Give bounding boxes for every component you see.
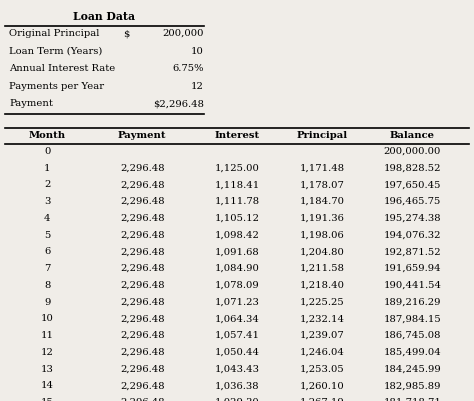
Text: 1,218.40: 1,218.40 [300,280,345,289]
Text: Balance: Balance [390,131,435,140]
Text: 1,064.34: 1,064.34 [215,314,259,322]
Text: 10: 10 [191,47,204,55]
Text: 1: 1 [44,163,51,172]
Text: 1,029.30: 1,029.30 [215,397,259,401]
Text: 1,111.78: 1,111.78 [214,196,260,206]
Text: 1,184.70: 1,184.70 [300,196,345,206]
Text: 1,057.41: 1,057.41 [215,330,259,339]
Text: 190,441.54: 190,441.54 [383,280,441,289]
Text: 2,296.48: 2,296.48 [120,330,164,339]
Text: 2: 2 [44,180,51,189]
Text: Principal: Principal [297,131,348,140]
Text: Interest: Interest [214,131,260,140]
Text: 1,105.12: 1,105.12 [215,213,259,222]
Text: 1,071.23: 1,071.23 [215,297,259,306]
Text: 200,000.00: 200,000.00 [383,146,441,156]
Text: 194,076.32: 194,076.32 [383,230,441,239]
Text: Month: Month [29,131,66,140]
Text: 1,211.58: 1,211.58 [300,263,345,272]
Text: Original Principal: Original Principal [9,29,100,38]
Text: 1,118.41: 1,118.41 [214,180,260,189]
Text: 1,171.48: 1,171.48 [300,163,345,172]
Text: 5: 5 [44,230,51,239]
Text: 1,191.36: 1,191.36 [300,213,345,222]
Text: 2,296.48: 2,296.48 [120,230,164,239]
Text: 2,296.48: 2,296.48 [120,213,164,222]
Text: 2,296.48: 2,296.48 [120,280,164,289]
Text: 2,296.48: 2,296.48 [120,397,164,401]
Text: 196,465.75: 196,465.75 [383,196,441,206]
Text: 1,050.44: 1,050.44 [215,347,259,356]
Text: 9: 9 [44,297,51,306]
Text: 0: 0 [44,146,51,156]
Text: 8: 8 [44,280,51,289]
Text: Annual Interest Rate: Annual Interest Rate [9,64,116,73]
Text: 1,084.90: 1,084.90 [215,263,259,272]
Text: 2,296.48: 2,296.48 [120,364,164,373]
Text: Payments per Year: Payments per Year [9,81,105,90]
Text: 2,296.48: 2,296.48 [120,163,164,172]
Text: 1,225.25: 1,225.25 [300,297,345,306]
Text: 197,650.45: 197,650.45 [383,180,441,189]
Text: 1,267.19: 1,267.19 [300,397,345,401]
Text: 6: 6 [44,247,51,256]
Text: $2,296.48: $2,296.48 [153,99,204,108]
Text: 1,260.10: 1,260.10 [300,381,345,389]
Text: 192,871.52: 192,871.52 [383,247,441,256]
Text: 10: 10 [41,314,54,322]
Text: 184,245.99: 184,245.99 [383,364,441,373]
Text: 1,178.07: 1,178.07 [300,180,345,189]
Text: 1,098.42: 1,098.42 [215,230,259,239]
Text: 1,078.09: 1,078.09 [215,280,259,289]
Text: 4: 4 [44,213,51,222]
Text: 1,043.43: 1,043.43 [215,364,259,373]
Text: 2,296.48: 2,296.48 [120,196,164,206]
Text: 191,659.94: 191,659.94 [383,263,441,272]
Text: 186,745.08: 186,745.08 [383,330,441,339]
Text: 2,296.48: 2,296.48 [120,263,164,272]
Text: 2,296.48: 2,296.48 [120,297,164,306]
Text: 182,985.89: 182,985.89 [383,381,441,389]
Text: 1,091.68: 1,091.68 [215,247,259,256]
Text: 12: 12 [41,347,54,356]
Text: 1,125.00: 1,125.00 [215,163,259,172]
Text: 1,198.06: 1,198.06 [300,230,345,239]
Text: 198,828.52: 198,828.52 [383,163,441,172]
Text: 13: 13 [41,364,54,373]
Text: 6.75%: 6.75% [173,64,204,73]
Text: 2,296.48: 2,296.48 [120,247,164,256]
Text: 14: 14 [41,381,54,389]
Text: 200,000: 200,000 [162,29,204,38]
Text: Loan Term (Years): Loan Term (Years) [9,47,103,55]
Text: 1,239.07: 1,239.07 [300,330,345,339]
Text: 1,204.80: 1,204.80 [300,247,345,256]
Text: Payment: Payment [118,131,166,140]
Text: 195,274.38: 195,274.38 [383,213,441,222]
Text: 3: 3 [44,196,51,206]
Text: 187,984.15: 187,984.15 [383,314,441,322]
Text: 2,296.48: 2,296.48 [120,314,164,322]
Text: 1,253.05: 1,253.05 [300,364,345,373]
Text: 181,718.71: 181,718.71 [383,397,441,401]
Text: 2,296.48: 2,296.48 [120,347,164,356]
Text: $: $ [123,29,129,38]
Text: 12: 12 [191,81,204,90]
Text: Payment: Payment [9,99,54,108]
Text: 1,246.04: 1,246.04 [300,347,345,356]
Text: 189,216.29: 189,216.29 [383,297,441,306]
Text: 7: 7 [44,263,51,272]
Text: 2,296.48: 2,296.48 [120,381,164,389]
Text: 1,232.14: 1,232.14 [300,314,345,322]
Text: 11: 11 [41,330,54,339]
Text: Loan Data: Loan Data [73,11,135,22]
Text: 2,296.48: 2,296.48 [120,180,164,189]
Text: 1,036.38: 1,036.38 [215,381,259,389]
Text: 15: 15 [41,397,54,401]
Text: 185,499.04: 185,499.04 [383,347,441,356]
